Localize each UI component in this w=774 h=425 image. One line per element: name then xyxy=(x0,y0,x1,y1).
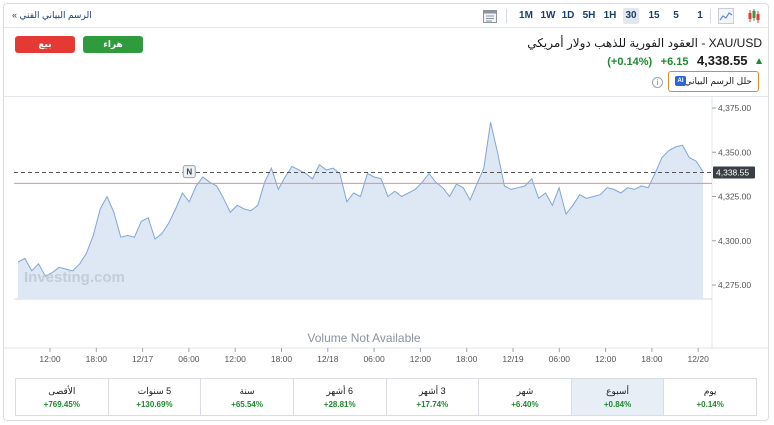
last-price: 4,338.55 xyxy=(696,53,748,68)
x-tick-label: 18:00 xyxy=(641,354,663,364)
period-label: سنة xyxy=(239,386,255,396)
plot-area xyxy=(4,96,768,373)
x-tick-label: 06:00 xyxy=(549,354,571,364)
news-marker: N xyxy=(182,165,196,179)
period-label: الأقصى xyxy=(48,386,76,396)
performance-periods: الأقصى +769.45% 5 سنوات +130.69% سنة +65.54% 6… xyxy=(15,378,757,416)
timeframe-1w[interactable]: 1W xyxy=(540,10,556,21)
volume-not-available: Volume Not Available xyxy=(307,331,421,345)
last-price-label-box: 4,338.55 xyxy=(713,166,755,179)
analyze-chart-button[interactable]: حلل الرسم البياني AI xyxy=(668,71,759,92)
analyze-chart-label: حلل الرسم البياني xyxy=(684,76,752,86)
arrow-up-icon xyxy=(756,58,762,64)
area-chart-icon[interactable] xyxy=(718,8,734,24)
timeframe-5[interactable]: 5 xyxy=(673,10,679,21)
x-tick-label: 06:00 xyxy=(178,354,200,364)
y-tick-label: 4,350.00 xyxy=(718,147,751,157)
price-row: (+0.14%) +6.15 4,338.55 xyxy=(607,52,762,70)
y-tick-label: 4,275.00 xyxy=(718,280,751,290)
period-5[interactable]: سنة +65.54% xyxy=(200,379,293,415)
ai-badge-icon: AI xyxy=(675,76,686,86)
x-tick-label: 12:00 xyxy=(39,354,61,364)
price-change-pct: (+0.14%) xyxy=(607,56,653,68)
timeframe-1d[interactable]: 1D xyxy=(561,10,575,21)
x-axis: 12:00 18:00 12/17 06:00 12:00 18:00 12/18 06:00… xyxy=(39,348,709,364)
chart-toolbar: 1 5 15 30 1H 5H 1D 1W 1M الرسم البياني الفني » xyxy=(4,4,768,28)
period-4[interactable]: 6 أشهر +28.81% xyxy=(292,379,386,415)
buy-button[interactable]: هراء xyxy=(83,36,143,53)
x-tick-label: 12/17 xyxy=(132,354,154,364)
price-change: +6.15 xyxy=(660,56,689,68)
period-6[interactable]: 5 سنوات +130.69% xyxy=(107,379,201,415)
period-label: شهر xyxy=(516,386,534,396)
period-value: +130.69% xyxy=(136,400,173,409)
y-tick-label: 4,325.00 xyxy=(718,192,751,202)
period-7[interactable]: الأقصى +769.45% xyxy=(16,379,108,415)
period-1[interactable]: أسبوع +0.84% xyxy=(570,379,664,415)
y-tick-label: 4,375.00 xyxy=(718,103,751,113)
period-0[interactable]: يوم +0.14% xyxy=(663,379,756,415)
candlestick-icon[interactable] xyxy=(746,8,762,24)
period-label: 6 أشهر xyxy=(326,386,354,396)
timeframe-5h[interactable]: 5H xyxy=(582,10,596,21)
period-value: +0.14% xyxy=(696,400,724,409)
period-value: +0.84% xyxy=(603,400,632,409)
timeframe-1[interactable]: 1 xyxy=(697,10,703,21)
period-value: +17.74% xyxy=(416,400,449,409)
period-2[interactable]: شهر +6.40% xyxy=(478,379,571,415)
instrument-title: XAU/USD - العقود الفورية للذهب دولار أمر… xyxy=(527,36,762,50)
last-price-label: 4,338.55 xyxy=(716,168,749,178)
period-label: يوم xyxy=(703,386,717,396)
investing-watermark: Investing.com xyxy=(24,269,125,286)
x-tick-label: 12:00 xyxy=(225,354,247,364)
x-tick-label: 12/19 xyxy=(502,354,524,364)
period-value: +6.40% xyxy=(511,400,539,409)
timeframe-15[interactable]: 15 xyxy=(648,10,660,21)
x-tick-label: 12:00 xyxy=(410,354,432,364)
timeframe-1m[interactable]: 1M xyxy=(519,10,533,21)
x-tick-label: 18:00 xyxy=(456,354,478,364)
period-label: 5 سنوات xyxy=(137,386,172,396)
sell-button[interactable]: بيع xyxy=(15,36,75,53)
calendar-icon[interactable] xyxy=(482,8,498,24)
price-line xyxy=(17,122,704,277)
x-tick-label: 12/18 xyxy=(317,354,339,364)
info-icon[interactable]: i xyxy=(652,77,663,88)
y-tick-label: 4,300.00 xyxy=(718,236,751,246)
timeframe-30[interactable]: 30 xyxy=(623,8,639,24)
x-tick-label: 06:00 xyxy=(363,354,385,364)
x-tick-label: 18:00 xyxy=(271,354,293,364)
price-area xyxy=(18,122,703,299)
period-label: أسبوع xyxy=(606,386,629,396)
period-value: +65.54% xyxy=(231,400,263,409)
y-axis: 4,375.00 4,350.00 4,325.00 4,300.00 4,275.00 xyxy=(712,103,751,290)
period-value: +28.81% xyxy=(323,400,356,409)
period-3[interactable]: 3 أشهر +17.74% xyxy=(385,379,479,415)
x-tick-label: 12:00 xyxy=(595,354,617,364)
x-tick-label: 18:00 xyxy=(86,354,108,364)
news-marker-label: N xyxy=(186,168,192,177)
period-value: +769.45% xyxy=(43,400,80,409)
timeframe-1h[interactable]: 1H xyxy=(603,10,617,21)
period-label: 3 أشهر xyxy=(418,386,446,396)
technical-chart-link[interactable]: الرسم البياني الفني » xyxy=(12,10,92,20)
x-tick-label: 12/20 xyxy=(688,354,710,364)
